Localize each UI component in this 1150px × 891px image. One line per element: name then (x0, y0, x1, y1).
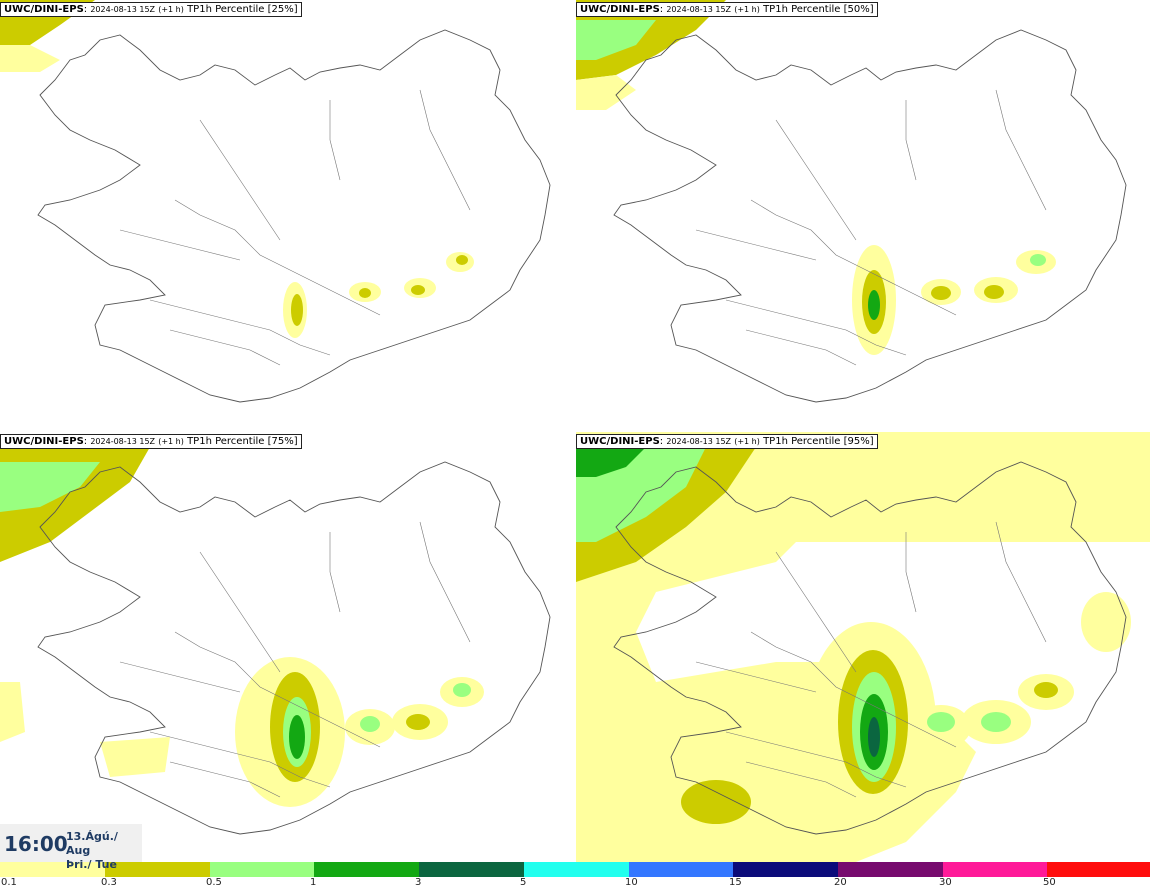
map-panel-p95: UWC/DINI-EPS: 2024-08-13 15Z (+1 h) TP1h… (576, 432, 1150, 862)
valid-date-label: 13.Ágú./ Aug (66, 830, 118, 857)
precip-map-p75 (0, 447, 551, 835)
precip-area-east1-mid (931, 286, 951, 300)
legend-tick-label: 10 (625, 877, 638, 888)
precip-area-east2-mid (981, 712, 1011, 732)
precip-area-nw-green (0, 462, 100, 512)
legend-swatch (733, 862, 838, 877)
legend-tick-label: 3 (415, 877, 422, 888)
precip-area-west (576, 432, 1150, 862)
legend-swatch (0, 862, 105, 877)
precip-area-east1-mid (360, 716, 380, 732)
legend-tick-label: 0.5 (206, 877, 222, 888)
legend-swatch (1047, 862, 1150, 877)
precip-area-east3-mid (1034, 682, 1058, 698)
legend-swatch (210, 862, 314, 877)
precip-area-east3-mid (1030, 254, 1046, 266)
legend-swatch (943, 862, 1047, 877)
color-legend: 0.1 0.3 0.5 1 3 5 10 15 20 30 50 (0, 862, 1150, 891)
precip-area-ne (1081, 592, 1131, 652)
panel-title: UWC/DINI-EPS: 2024-08-13 15Z (+1 h) TP1h… (576, 2, 878, 17)
precip-map-p25 (0, 0, 551, 403)
legend-swatch (629, 862, 733, 877)
legend-tick-label: 1 (310, 877, 317, 888)
legend-swatch (419, 862, 524, 877)
precip-area-east1-mid (359, 288, 371, 298)
valid-time-box: 16:00 13.Ágú./ Aug Þri./ Tue (0, 824, 142, 871)
valid-weekday-label: Þri./ Tue (66, 858, 117, 871)
precip-map-p95 (576, 432, 1150, 862)
precip-area-center-high (289, 715, 305, 759)
precip-area-east2-mid (984, 285, 1004, 299)
precip-area-east3-mid (456, 255, 468, 265)
valid-time-clock: 16:00 (4, 832, 68, 856)
map-panel-p75: UWC/DINI-EPS: 2024-08-13 15Z (+1 h) TP1h… (0, 432, 574, 862)
precip-area-center-mid (291, 294, 303, 326)
precip-area-east2-mid (406, 714, 430, 730)
map-panel-p25: UWC/DINI-EPS: 2024-08-13 15Z (+1 h) TP1h… (0, 0, 574, 430)
panel-title: UWC/DINI-EPS: 2024-08-13 15Z (+1 h) TP1h… (576, 434, 878, 449)
legend-swatch (524, 862, 629, 877)
legend-tick-label: 30 (939, 877, 952, 888)
precip-area-east1-mid (927, 712, 955, 732)
precip-map-p50 (576, 0, 1127, 403)
panel-title: UWC/DINI-EPS: 2024-08-13 15Z (+1 h) TP1h… (0, 434, 302, 449)
legend-swatch (105, 862, 210, 877)
map-panel-p50: UWC/DINI-EPS: 2024-08-13 15Z (+1 h) TP1h… (576, 0, 1150, 430)
legend-tick-label: 0.1 (1, 877, 17, 888)
legend-tick-labels: 0.1 0.3 0.5 1 3 5 10 15 20 30 50 (0, 877, 1150, 891)
legend-tick-label: 15 (729, 877, 742, 888)
legend-tick-label: 20 (834, 877, 847, 888)
precip-area-sw (0, 682, 25, 742)
valid-time-date: 13.Ágú./ Aug Þri./ Tue (66, 830, 142, 872)
precip-area-east3-mid (453, 683, 471, 697)
precip-area-south (100, 737, 170, 777)
precip-area-south (681, 780, 751, 824)
legend-tick-label: 50 (1043, 877, 1056, 888)
legend-color-bar (0, 862, 1150, 877)
legend-tick-label: 5 (520, 877, 527, 888)
legend-swatch (314, 862, 419, 877)
precip-area-center-high (868, 290, 880, 320)
panel-title: UWC/DINI-EPS: 2024-08-13 15Z (+1 h) TP1h… (0, 2, 302, 17)
legend-swatch (838, 862, 943, 877)
legend-tick-label: 0.3 (101, 877, 117, 888)
precip-area-center-peak (868, 717, 880, 757)
precip-area-nw-green (576, 20, 656, 60)
precip-area-nw-high (576, 447, 646, 477)
precip-area-nw-light (576, 75, 636, 110)
precip-area-east2-mid (411, 285, 425, 295)
precip-area-nw-light (0, 45, 60, 72)
